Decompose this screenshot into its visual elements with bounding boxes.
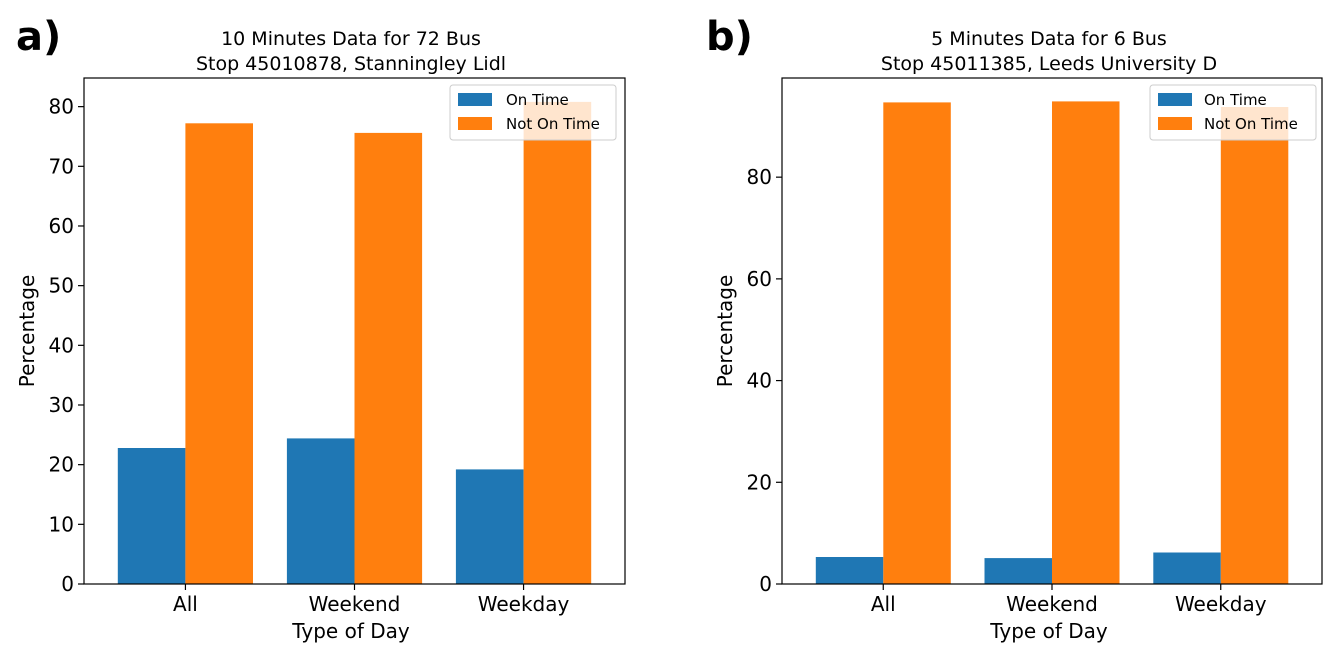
bar-not-on-time-weekday — [1220, 107, 1289, 584]
y-tick-label-10: 10 — [49, 512, 74, 536]
bar-on-time-weekday — [1153, 552, 1221, 584]
y-tick-label-20: 20 — [49, 453, 74, 477]
legend-label-on-time: On Time — [506, 91, 569, 109]
x-tick-label-all: All — [173, 592, 198, 616]
y-tick-label-20: 20 — [747, 470, 772, 494]
panel-a-title-line-2: Stop 45010878, Stanningley Lidl — [196, 53, 506, 75]
panel-a: a) 10 Minutes Data for 72 Bus Stop 45010… — [15, 14, 626, 643]
bar-not-on-time-weekend — [1052, 101, 1120, 585]
legend-swatch-not-on-time — [1158, 117, 1192, 130]
bar-not-on-time-all — [883, 102, 951, 585]
panel-a-axes-frame — [83, 77, 626, 585]
x-tick-label-weekend: Weekend — [1006, 592, 1098, 616]
panel-b-bars — [815, 101, 1289, 585]
panel-b: b) 5 Minutes Data for 6 Bus Stop 4501138… — [706, 14, 1323, 643]
bar-not-on-time-weekday — [523, 101, 592, 585]
panel-a-xlabel: Type of Day — [291, 619, 410, 643]
x-tick-label-weekend: Weekend — [309, 592, 401, 616]
panel-b-title-line-1: 5 Minutes Data for 6 Bus — [931, 28, 1167, 50]
legend-label-not-on-time: Not On Time — [506, 115, 600, 133]
panel-a-label: a) — [16, 14, 61, 60]
panel-a-bars — [117, 101, 592, 585]
y-tick-label-60: 60 — [747, 267, 772, 291]
panel-a-legend: On Time Not On Time — [449, 84, 617, 141]
bar-not-on-time-all — [185, 123, 253, 585]
panel-a-y-ticks: 0 10 20 30 40 50 60 70 80 — [49, 95, 84, 596]
bar-on-time-weekend — [286, 438, 355, 584]
panel-b-xlabel: Type of Day — [989, 619, 1108, 643]
bar-on-time-all — [117, 448, 186, 584]
panel-b-title-line-2: Stop 45011385, Leeds University D — [881, 53, 1217, 75]
y-tick-label-30: 30 — [49, 393, 74, 417]
y-tick-label-0: 0 — [759, 572, 772, 596]
panel-b-legend: On Time Not On Time — [1149, 84, 1317, 141]
y-tick-label-50: 50 — [49, 274, 74, 298]
bar-on-time-all — [815, 557, 884, 584]
bar-on-time-weekend — [984, 558, 1052, 584]
y-tick-label-60: 60 — [49, 214, 74, 238]
y-tick-label-70: 70 — [49, 154, 74, 178]
x-tick-label-all: All — [871, 592, 896, 616]
panel-a-x-ticks: All Weekend Weekday — [173, 584, 570, 616]
y-tick-label-0: 0 — [61, 572, 74, 596]
panel-b-y-ticks: 0 20 40 60 80 — [747, 165, 782, 596]
bar-not-on-time-weekend — [354, 132, 423, 584]
panel-b-x-ticks: All Weekend Weekday — [871, 584, 1267, 616]
panel-b-label: b) — [706, 14, 753, 60]
panel-a-ylabel: Percentage — [15, 275, 39, 388]
legend-label-not-on-time: Not On Time — [1204, 115, 1298, 133]
panel-b-axes-frame — [781, 77, 1323, 585]
panel-b-ylabel: Percentage — [713, 275, 737, 388]
legend-swatch-on-time — [458, 93, 492, 106]
legend-swatch-not-on-time — [458, 117, 492, 130]
panel-a-title-line-1: 10 Minutes Data for 72 Bus — [221, 28, 481, 50]
y-tick-label-40: 40 — [49, 333, 74, 357]
y-tick-label-80: 80 — [747, 165, 772, 189]
y-tick-label-80: 80 — [49, 95, 74, 119]
bar-on-time-weekday — [455, 469, 524, 584]
legend-label-on-time: On Time — [1204, 91, 1267, 109]
x-tick-label-weekday: Weekday — [1175, 592, 1267, 616]
legend-swatch-on-time — [1158, 93, 1192, 106]
y-tick-label-40: 40 — [747, 369, 772, 393]
x-tick-label-weekday: Weekday — [478, 592, 570, 616]
